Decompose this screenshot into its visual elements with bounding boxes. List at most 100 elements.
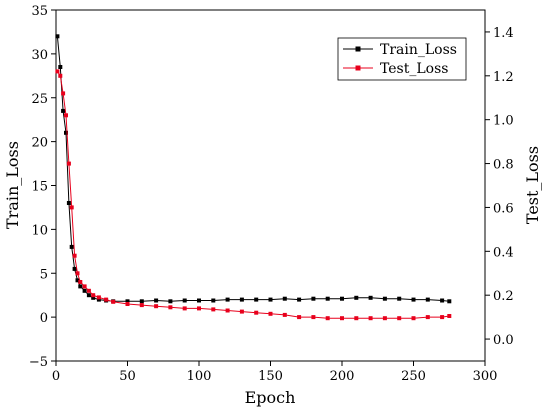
data-point-test-loss (86, 288, 91, 293)
data-point-train-loss (66, 201, 71, 205)
data-point-test-loss (55, 69, 60, 74)
y-left-tick-label: −5 (29, 355, 48, 370)
data-point-test-loss (75, 271, 80, 276)
data-point-test-loss (297, 315, 302, 320)
data-point-test-loss (397, 316, 402, 321)
data-point-train-loss (182, 298, 187, 303)
data-point-test-loss (78, 280, 83, 284)
data-point-test-loss (340, 316, 344, 321)
legend-train-label: Train_Loss (380, 42, 457, 58)
x-axis-ticks: 0 50 100 150 200 250 300 (52, 361, 498, 384)
x-tick-label: 250 (401, 369, 426, 384)
data-point-train-loss (72, 266, 77, 271)
data-point-test-loss (72, 253, 77, 258)
data-point-test-loss (139, 303, 144, 308)
data-point-train-loss (61, 108, 66, 113)
data-point-train-loss (78, 284, 83, 289)
data-point-test-loss (447, 314, 452, 318)
data-point-test-loss (91, 293, 96, 298)
data-point-test-loss (66, 161, 71, 166)
data-point-train-loss (382, 296, 387, 301)
data-point-test-loss (58, 73, 63, 78)
data-point-test-loss (61, 91, 66, 96)
data-point-test-loss (197, 306, 201, 311)
data-point-train-loss (96, 297, 101, 302)
data-point-test-loss (64, 113, 68, 118)
legend-train-marker (355, 46, 361, 52)
data-point-train-loss (447, 299, 452, 304)
data-point-test-loss (440, 315, 445, 320)
data-point-train-loss (268, 297, 273, 302)
y-right-tick-label: 1.2 (493, 70, 514, 85)
data-point-test-loss (254, 310, 259, 315)
y-right-axis-ticks: 0.0 0.2 0.4 0.6 0.8 1.0 1.2 1.4 (485, 26, 514, 348)
y-left-axis-ticks: −5 0 5 10 15 20 25 30 35 (29, 4, 56, 370)
data-point-train-loss (86, 293, 91, 298)
x-tick-label: 200 (330, 369, 355, 384)
legend-test-label: Test_Loss (380, 61, 448, 77)
data-point-train-loss (75, 278, 80, 283)
data-point-train-loss (58, 65, 63, 69)
data-point-test-loss (69, 205, 74, 210)
y-left-tick-label: 15 (31, 180, 48, 195)
data-point-test-loss (268, 311, 273, 316)
data-point-train-loss (82, 288, 87, 293)
data-point-test-loss (368, 316, 373, 321)
data-point-test-loss (182, 306, 187, 311)
data-point-test-loss (104, 297, 109, 302)
y-left-tick-label: 5 (40, 267, 48, 282)
x-tick-label: 300 (473, 369, 498, 384)
y-left-tick-label: 25 (31, 92, 48, 107)
data-point-train-loss (225, 297, 230, 302)
y-left-tick-label: 10 (31, 223, 48, 238)
data-point-train-loss (297, 297, 302, 302)
data-point-train-loss (55, 34, 60, 39)
x-tick-label: 150 (258, 369, 283, 384)
data-point-train-loss (197, 298, 201, 303)
data-point-train-loss (239, 297, 244, 302)
y-left-tick-label: 0 (40, 311, 48, 326)
y-right-tick-label: 0.2 (493, 289, 514, 304)
series-layer (55, 34, 452, 321)
data-point-test-loss (111, 299, 116, 304)
y-left-tick-label: 30 (31, 48, 48, 63)
data-point-train-loss (254, 297, 259, 302)
data-point-train-loss (139, 299, 144, 304)
data-point-test-loss (311, 315, 316, 320)
data-point-test-loss (411, 316, 416, 321)
data-point-train-loss (397, 296, 402, 301)
legend-test-marker (355, 65, 361, 71)
data-point-train-loss (211, 298, 216, 303)
data-point-train-loss (125, 299, 130, 304)
data-point-test-loss (354, 316, 359, 321)
x-tick-label: 0 (52, 369, 60, 384)
data-point-test-loss (125, 302, 130, 306)
data-point-test-loss (96, 295, 101, 300)
data-point-train-loss (64, 130, 68, 135)
legend-box (337, 37, 467, 81)
y-right-tick-label: 0.0 (493, 333, 514, 348)
y-right-tick-label: 1.0 (493, 114, 514, 129)
data-point-train-loss (340, 296, 344, 301)
data-point-test-loss (225, 308, 230, 313)
data-point-test-loss (168, 305, 173, 310)
data-point-train-loss (69, 244, 74, 249)
y-left-axis-title: Train_Loss (3, 141, 22, 229)
x-axis-title: Epoch (245, 388, 296, 407)
x-tick-label: 50 (119, 369, 136, 384)
data-point-train-loss (91, 295, 96, 300)
y-right-tick-label: 0.8 (493, 158, 514, 173)
data-point-test-loss (154, 304, 159, 309)
data-point-train-loss (168, 299, 173, 304)
data-point-train-loss (411, 297, 416, 302)
y-right-tick-label: 1.4 (493, 26, 514, 41)
y-left-tick-label: 20 (31, 136, 48, 151)
y-right-tick-label: 0.6 (493, 201, 514, 216)
data-point-test-loss (211, 307, 216, 312)
y-right-axis-title: Test_Loss (523, 146, 542, 224)
legend: Train_Loss Test_Loss (337, 37, 467, 81)
data-point-test-loss (239, 309, 244, 314)
data-point-test-loss (82, 284, 87, 289)
data-point-train-loss (368, 295, 373, 300)
